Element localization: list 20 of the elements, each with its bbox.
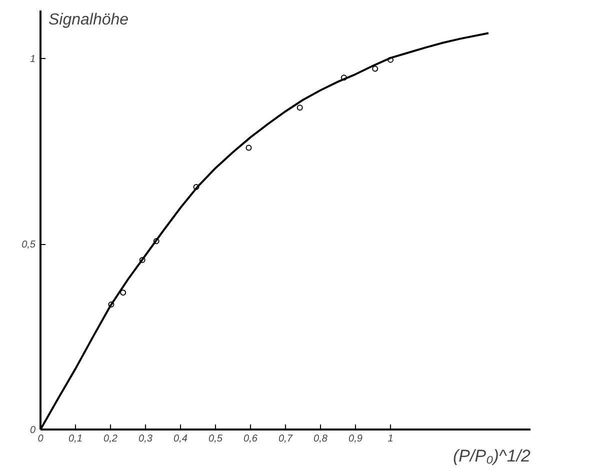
x-axis-title: (P/P₀)^1/2 (453, 446, 532, 466)
y-axis-title: Signalhöhe (48, 12, 129, 28)
x-tick-label: 0,4 (174, 434, 188, 444)
x-tick-label: 0,9 (348, 434, 363, 444)
x-tick-label: 0,5 (208, 434, 223, 444)
point (296, 104, 303, 111)
y-tick-label: 0,5 (22, 240, 36, 251)
y-tick-label: 0 (30, 425, 36, 436)
x-tick-label: 0,6 (244, 434, 258, 444)
x-tick-label: 0,3 (138, 434, 153, 444)
x-tick-label: 0,7 (278, 434, 293, 444)
x-tick-label: 1 (388, 434, 394, 444)
point (120, 290, 126, 296)
point (246, 144, 252, 151)
x-tick-label: 0,8 (314, 434, 328, 444)
x-tick-label: 0,2 (104, 434, 118, 444)
x-tick-label: 0 (38, 434, 44, 444)
point (372, 66, 378, 72)
y-tick-label: 1 (30, 54, 36, 66)
x-tick-label: 0,1 (68, 434, 82, 444)
